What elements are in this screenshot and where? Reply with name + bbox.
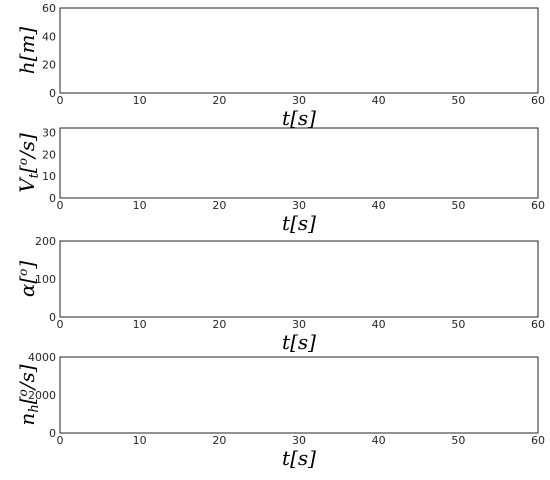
alpha-xlabel: t[s] [282, 330, 316, 354]
h-xtick-label: 50 [451, 94, 465, 107]
h-xtick-label: 0 [57, 94, 64, 107]
Vt-xtick-label: 50 [451, 199, 465, 212]
Vt-ylabel: Vt[o/s] [15, 133, 42, 193]
alpha-ytick-label: 100 [35, 273, 56, 286]
Vt-ytick-label: 0 [49, 192, 56, 205]
nh-xtick-label: 10 [133, 434, 147, 447]
h-xtick-label: 10 [133, 94, 147, 107]
nh-xtick-label: 40 [372, 434, 386, 447]
h-xtick-label: 30 [292, 94, 306, 107]
h-ytick-label: 60 [42, 2, 56, 15]
nh-ylabel: nh[o/s] [15, 364, 42, 425]
h-ytick-label: 0 [49, 87, 56, 100]
nh-ytick-label: 2000 [28, 389, 56, 402]
alpha-xtick-label: 30 [292, 318, 306, 331]
nh-xtick-label: 0 [57, 434, 64, 447]
nh-axes-frame [59, 356, 539, 434]
h-axes-frame [59, 7, 539, 94]
alpha-xtick-label: 10 [133, 318, 147, 331]
alpha-axes-frame [59, 240, 539, 318]
nh-xtick-label: 60 [531, 434, 545, 447]
h-xtick-label: 60 [531, 94, 545, 107]
Vt-axes-frame [59, 127, 539, 199]
nh-axes: 0 10 20 30 40 50 60 0 2000 4000 t[s] nh[o/s] [15, 351, 545, 470]
Vt-xtick-label: 40 [372, 199, 386, 212]
Vt-xtick-label: 10 [133, 199, 147, 212]
nh-xlabel: t[s] [282, 446, 316, 470]
h-xtick-label: 20 [212, 94, 226, 107]
h-ytick-label: 20 [42, 59, 56, 72]
nh-xtick-label: 50 [451, 434, 465, 447]
nh-xtick-label: 20 [212, 434, 226, 447]
Vt-xtick-label: 20 [212, 199, 226, 212]
nh-xtick-label: 30 [292, 434, 306, 447]
alpha-xtick-label: 60 [531, 318, 545, 331]
alpha-axes: 0 10 20 30 40 50 60 0 100 200 t[s] α[o] [15, 235, 545, 354]
Vt-ytick-label: 30 [42, 126, 56, 139]
nh-ytick-label: 0 [49, 427, 56, 440]
alpha-xtick-label: 50 [451, 318, 465, 331]
Vt-xtick-label: 60 [531, 199, 545, 212]
Vt-ytick-label: 10 [42, 170, 56, 183]
h-xtick-label: 40 [372, 94, 386, 107]
alpha-ytick-label: 0 [49, 311, 56, 324]
Vt-xtick-label: 30 [292, 199, 306, 212]
alpha-xtick-label: 40 [372, 318, 386, 331]
h-xlabel: t[s] [282, 106, 316, 130]
Vt-xlabel: t[s] [282, 211, 316, 235]
alpha-ytick-label: 200 [35, 235, 56, 248]
alpha-xtick-label: 0 [57, 318, 64, 331]
subplots: 0 10 20 30 40 50 60 0 20 40 60 t[s] h[m] 0 10 20 30 40 50 6… [15, 2, 545, 470]
h-ytick-label: 40 [42, 30, 56, 43]
alpha-ylabel: α[o] [15, 261, 39, 298]
Vt-ytick-label: 20 [42, 148, 56, 161]
Vt-xtick-label: 0 [57, 199, 64, 212]
nh-ytick-label: 4000 [28, 351, 56, 364]
alpha-xtick-label: 20 [212, 318, 226, 331]
h-ylabel: h[m] [15, 27, 39, 75]
h-axes: 0 10 20 30 40 50 60 0 20 40 60 t[s] h[m] [15, 2, 545, 130]
